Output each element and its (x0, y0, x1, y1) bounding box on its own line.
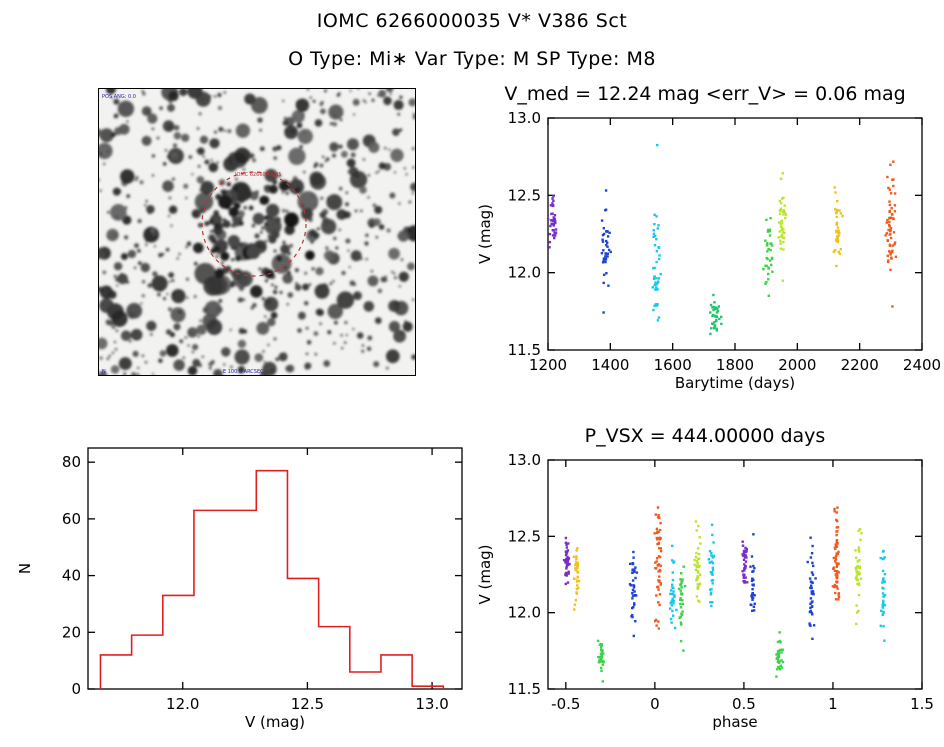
svg-text:1: 1 (828, 695, 838, 713)
svg-text:12.5: 12.5 (508, 527, 541, 545)
svg-text:1400: 1400 (591, 356, 629, 374)
svg-text:IOMC 6266000035: IOMC 6266000035 (235, 172, 282, 178)
svg-text:phase: phase (712, 713, 757, 731)
svg-text:1.5: 1.5 (910, 695, 934, 713)
svg-text:12.5: 12.5 (291, 695, 324, 713)
svg-text:V (mag): V (mag) (476, 204, 494, 264)
svg-text:80: 80 (62, 453, 81, 471)
svg-text:12.0: 12.0 (508, 264, 541, 282)
svg-text:12.0: 12.0 (166, 695, 199, 713)
finder-chart-panel: POS ANG: 0.0 E 100.0 ARCSEC N IOMC 62660000… (98, 88, 416, 376)
lightcurve-panel: V_med = 12.24 mag <err_V> = 0.06 mag 1200… (470, 78, 940, 408)
phase-panel: P_VSX = 444.00000 days -0.5 0 0.5 1 1.5 11.5 12… (470, 420, 940, 747)
svg-text:60: 60 (62, 510, 81, 528)
svg-text:0: 0 (650, 695, 660, 713)
svg-text:-0.5: -0.5 (551, 695, 580, 713)
svg-text:1200: 1200 (529, 356, 567, 374)
svg-text:1800: 1800 (716, 356, 754, 374)
svg-text:V_med = 12.24 mag <err_V> = 0.: V_med = 12.24 mag <err_V> = 0.06 mag (504, 83, 905, 105)
page-title-line2: O Type: Mi∗ Var Type: M SP Type: M8 (288, 48, 656, 70)
svg-text:N: N (102, 369, 106, 375)
svg-text:1600: 1600 (654, 356, 692, 374)
svg-text:2400: 2400 (903, 356, 940, 374)
svg-text:E 100.0 ARCSEC: E 100.0 ARCSEC (223, 369, 264, 375)
svg-text:12.5: 12.5 (508, 186, 541, 204)
svg-text:12.0: 12.0 (508, 604, 541, 622)
histogram-panel: 12.0 12.5 13.0 0 20 40 60 80 V (mag) N (10, 420, 480, 747)
svg-text:POS ANG: 0.0: POS ANG: 0.0 (102, 94, 136, 100)
svg-text:40: 40 (62, 567, 81, 585)
page-title-line1: IOMC 6266000035 V* V386 Sct (316, 10, 628, 32)
svg-text:V (mag): V (mag) (476, 544, 494, 604)
svg-text:N: N (16, 563, 34, 574)
svg-text:Barytime (days): Barytime (days) (675, 374, 795, 392)
svg-text:13.0: 13.0 (508, 109, 541, 127)
svg-text:20: 20 (62, 623, 81, 641)
svg-text:2000: 2000 (778, 356, 816, 374)
svg-text:11.5: 11.5 (508, 680, 541, 698)
svg-text:13.0: 13.0 (508, 451, 541, 469)
svg-text:0.5: 0.5 (732, 695, 756, 713)
finder-chart-image: POS ANG: 0.0 E 100.0 ARCSEC N IOMC 62660000… (98, 88, 416, 376)
svg-text:2200: 2200 (841, 356, 879, 374)
svg-text:11.5: 11.5 (508, 341, 541, 359)
svg-text:P_VSX = 444.00000 days: P_VSX = 444.00000 days (585, 425, 826, 447)
svg-text:0: 0 (71, 680, 81, 698)
svg-text:V (mag): V (mag) (245, 713, 305, 731)
svg-text:13.0: 13.0 (415, 695, 448, 713)
